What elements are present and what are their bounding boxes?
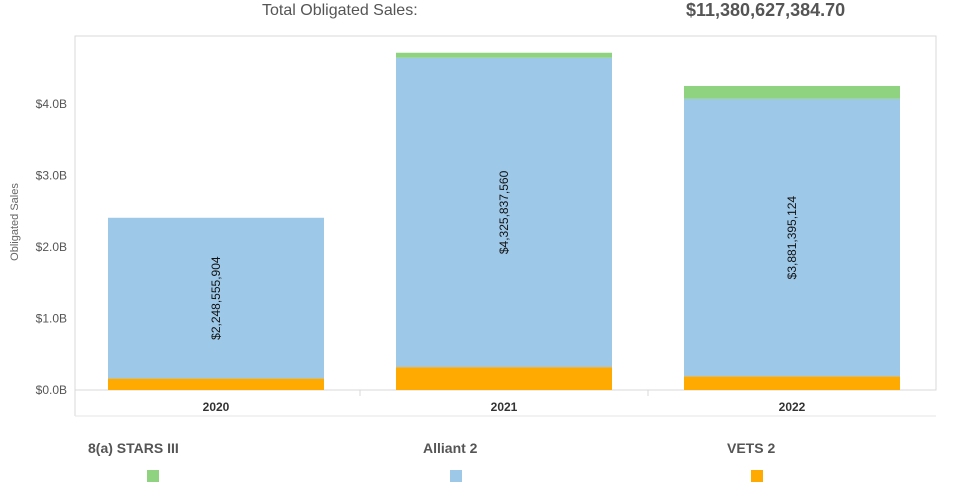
y-tick-label: $4.0B [36, 97, 67, 111]
bar-segment-vets-2-2022 [684, 376, 900, 390]
legend-swatch-8a-stars-iii [147, 470, 159, 482]
legend-label-alliant-2: Alliant 2 [423, 440, 478, 456]
bar-segment-alliant-2-2021 [396, 57, 612, 368]
legend-swatch-vets-2 [751, 470, 763, 482]
y-tick-label: $2.0B [36, 240, 67, 254]
bar-value-label: $4,325,837,560 [497, 170, 511, 254]
bar-marks: $2,248,555,904 $4,325,837,560 $3,881,395,1… [108, 52, 900, 390]
bar-segment-vets-2-2020 [108, 378, 324, 390]
legend-label-8a-stars-iii: 8(a) STARS III [88, 440, 179, 456]
y-axis-title: Obligated Sales [9, 183, 21, 261]
x-tick-label: 2021 [491, 400, 518, 414]
legend-label-vets-2: VETS 2 [727, 440, 776, 456]
bar-segment-vets-2-2021 [396, 367, 612, 390]
legend-swatch-alliant-2 [450, 470, 462, 482]
bar-value-label: $2,248,555,904 [209, 256, 223, 340]
bar-segment-8-a-stars-iii-2022 [684, 85, 900, 99]
y-axis-ticks: $0.0B $1.0B $2.0B $3.0B $4.0B [36, 97, 67, 397]
x-tick-label: 2020 [203, 400, 230, 414]
x-tick-label: 2022 [779, 400, 806, 414]
summary-label: Total Obligated Sales: [262, 2, 418, 19]
stacked-bar-chart: Obligated Sales $0.0B $1.0B $2.0B $3.0B $4.0… [9, 35, 937, 417]
y-tick-label: $0.0B [36, 383, 67, 397]
x-axis-labels: 2020 2021 2022 [203, 400, 806, 414]
bar-segment-alliant-2-2020 [108, 217, 324, 379]
y-tick-label: $1.0B [36, 311, 67, 325]
bar-value-label: $3,881,395,124 [785, 196, 799, 280]
y-tick-label: $3.0B [36, 168, 67, 182]
bar-segment-alliant-2-2022 [684, 98, 900, 377]
bar-segment-8-a-stars-iii-2021 [396, 52, 612, 58]
summary-value: $11,380,627,384.70 [686, 0, 846, 20]
